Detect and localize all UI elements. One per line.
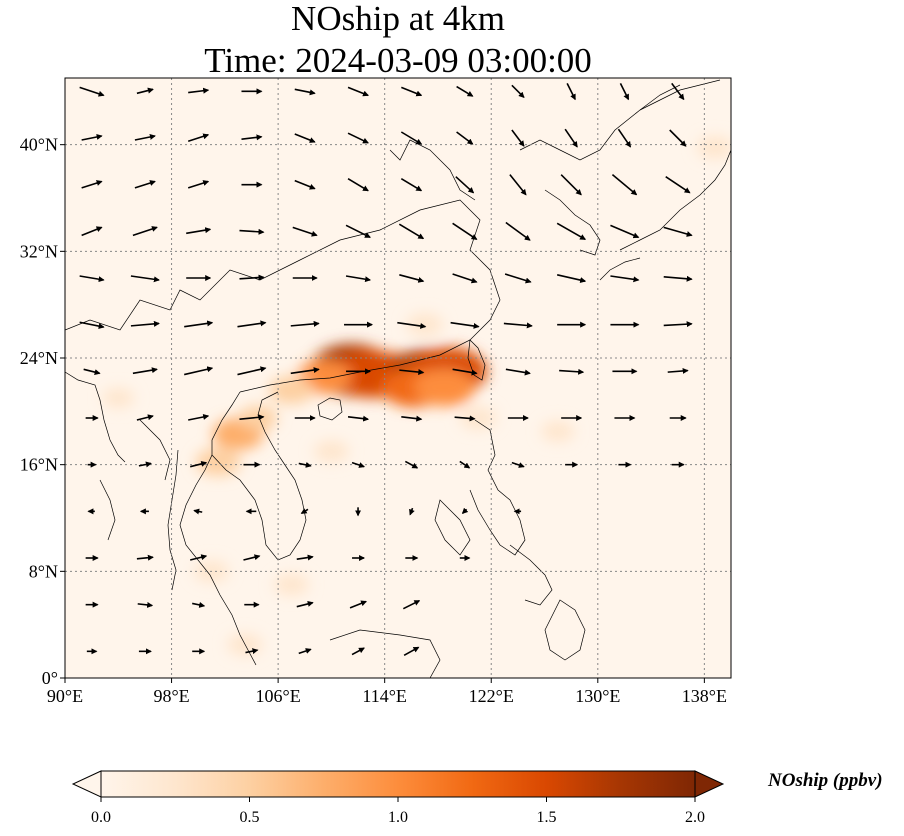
- colorbar-tick-label: 0.5: [240, 809, 260, 826]
- x-tick-label: 114°E: [362, 686, 407, 706]
- y-tick-label: 40°N: [20, 135, 58, 155]
- x-axis-ticks: 90°E 98°E 106°E 114°E 122°E 130°E 138°E: [47, 678, 727, 706]
- map-figure: 90°E 98°E 106°E 114°E 122°E 130°E 138°E 0° 8°N 1…: [0, 0, 904, 836]
- y-tick-label: 24°N: [20, 348, 58, 368]
- concentration-blob: [541, 421, 575, 442]
- colorbar: 0.0 0.5 1.0 1.5 2.0: [73, 771, 723, 826]
- concentration-blob: [314, 440, 349, 462]
- colorbar-extend-high: [695, 771, 723, 797]
- colorbar-extend-low: [73, 771, 101, 797]
- y-tick-label: 0°: [42, 668, 58, 688]
- concentration-blob: [102, 388, 134, 408]
- x-tick-label: 138°E: [682, 686, 727, 706]
- colorbar-tick-label: 0.0: [91, 809, 111, 826]
- x-tick-label: 98°E: [153, 686, 189, 706]
- x-tick-label: 122°E: [469, 686, 514, 706]
- x-tick-label: 106°E: [256, 686, 301, 706]
- x-tick-label: 130°E: [575, 686, 620, 706]
- colorbar-label: NOship (ppbv): [768, 770, 883, 792]
- colorbar-tick-label: 2.0: [685, 809, 705, 826]
- concentration-blob: [697, 136, 734, 159]
- colorbar-ticks: 0.0 0.5 1.0 1.5 2.0: [91, 797, 705, 826]
- colorbar-tick-label: 1.5: [537, 809, 557, 826]
- y-tick-label: 32°N: [20, 241, 58, 261]
- x-tick-label: 90°E: [47, 686, 83, 706]
- concentration-blob: [414, 368, 475, 406]
- y-axis-ticks: 0° 8°N 16°N 24°N 32°N 40°N: [20, 135, 65, 688]
- y-tick-label: 8°N: [29, 561, 58, 581]
- colorbar-tick-label: 1.0: [388, 809, 408, 826]
- concentration-blob: [269, 376, 314, 404]
- map-area: [65, 78, 733, 678]
- concentration-blob: [274, 574, 309, 596]
- y-tick-label: 16°N: [20, 455, 58, 475]
- colorbar-gradient: [101, 771, 695, 797]
